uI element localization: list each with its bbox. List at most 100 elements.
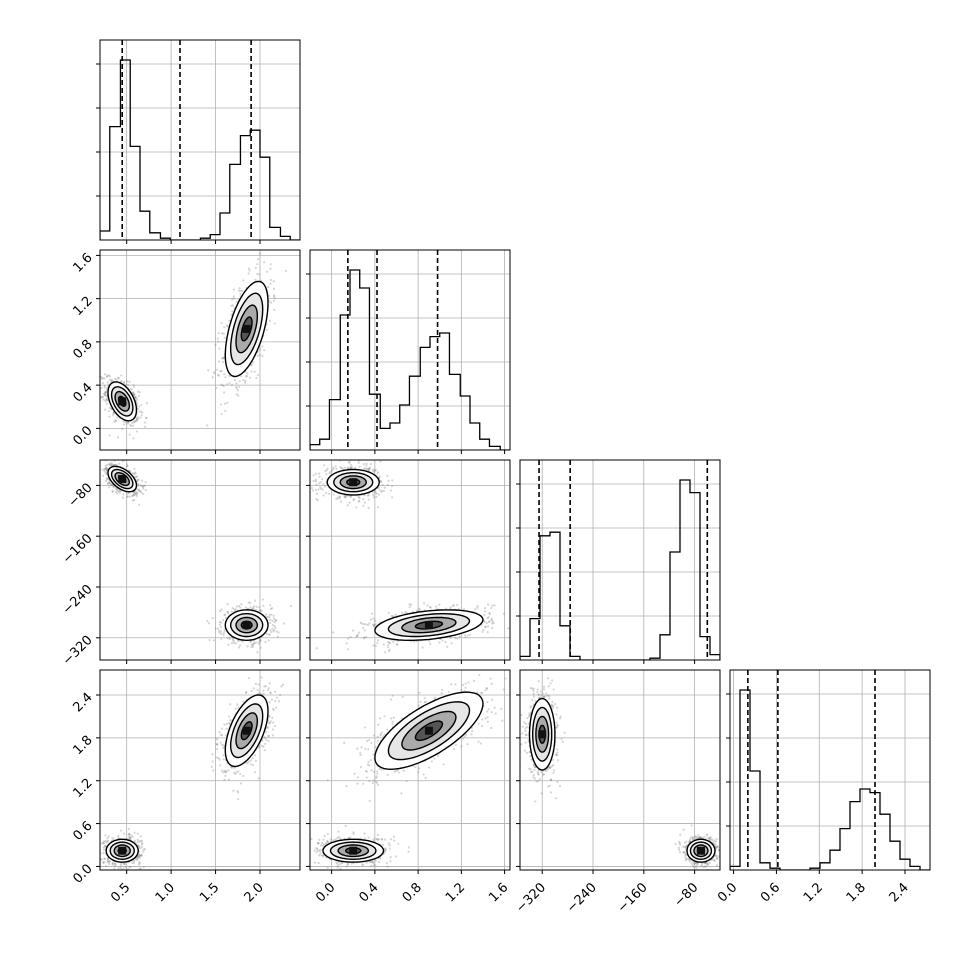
sample-point	[369, 463, 372, 466]
sample-point	[349, 463, 352, 466]
sample-point	[239, 289, 242, 292]
sample-point	[357, 500, 360, 503]
sample-point	[115, 487, 118, 491]
sample-point	[274, 619, 278, 622]
sample-point	[134, 396, 137, 399]
sample-point	[126, 422, 129, 425]
sample-point	[371, 612, 374, 615]
sample-point	[381, 483, 384, 487]
sample-point	[236, 389, 239, 392]
sample-point	[134, 395, 137, 399]
sample-point	[269, 604, 272, 607]
sample-point	[138, 854, 141, 857]
sample-point	[249, 641, 252, 644]
sample-point	[102, 861, 105, 864]
sample-point	[106, 837, 109, 840]
sample-point	[350, 466, 353, 470]
panel-frame	[99, 249, 301, 451]
sample-point	[487, 603, 490, 606]
sample-point	[257, 257, 260, 261]
sample-point	[488, 620, 491, 623]
sample-point	[126, 380, 129, 383]
sample-point	[126, 383, 130, 386]
panel-frame	[99, 459, 301, 661]
sample-point	[262, 604, 265, 607]
sample-point	[486, 630, 489, 634]
sample-point	[355, 506, 358, 509]
sample-point	[97, 848, 99, 850]
sample-point	[138, 854, 141, 857]
sample-point	[362, 623, 366, 626]
sample-point	[227, 612, 230, 615]
sample-point	[131, 421, 134, 424]
sample-point	[137, 478, 140, 481]
sample-point	[220, 321, 223, 325]
scatter-0-3	[97, 676, 285, 870]
sample-point	[483, 620, 486, 624]
sample-point	[137, 416, 140, 419]
sample-point	[226, 637, 229, 640]
sample-point	[120, 374, 123, 377]
sample-point	[374, 619, 377, 622]
sample-point	[268, 633, 271, 637]
sample-point	[133, 831, 136, 834]
sample-point	[346, 466, 350, 469]
sample-point	[381, 489, 384, 492]
sample-point	[234, 642, 238, 645]
sample-point	[129, 866, 132, 869]
sample-point	[135, 419, 138, 422]
sample-point	[136, 390, 140, 393]
sample-point	[374, 491, 377, 494]
sample-point	[392, 640, 395, 643]
sample-point	[132, 861, 136, 864]
sample-point	[144, 481, 147, 484]
sample-point	[268, 613, 271, 617]
sample-point	[113, 420, 116, 423]
sample-point	[336, 496, 340, 499]
sample-point	[220, 608, 223, 611]
sample-point	[476, 605, 479, 608]
sample-point	[118, 462, 121, 465]
sample-point	[273, 297, 276, 300]
sample-point	[492, 622, 495, 625]
sample-point	[104, 393, 107, 397]
sample-point	[136, 478, 140, 482]
sample-point	[364, 623, 367, 626]
sample-point	[258, 353, 261, 356]
sample-point	[273, 294, 276, 297]
sample-point	[483, 606, 487, 610]
sample-point	[481, 630, 484, 633]
sample-point	[136, 840, 140, 843]
sample-point	[273, 308, 276, 311]
density-peak	[349, 478, 358, 487]
sample-point	[367, 498, 370, 501]
sample-point	[394, 613, 397, 616]
sample-point	[321, 488, 324, 491]
sample-point	[253, 605, 256, 608]
sample-point	[119, 490, 122, 494]
sample-point	[338, 495, 342, 499]
sample-point	[266, 616, 269, 619]
sample-point	[257, 641, 260, 644]
sample-point	[228, 382, 231, 385]
sample-point	[104, 834, 107, 837]
sample-point	[104, 480, 108, 483]
sample-point	[438, 603, 441, 606]
sample-point	[137, 483, 140, 486]
tick-label-y-1-4: 1.6	[70, 250, 95, 275]
sample-point	[241, 289, 244, 293]
tick-label-y-2-0: −320	[60, 633, 96, 669]
sample-point	[251, 645, 255, 648]
sample-point	[265, 613, 268, 616]
sample-point	[241, 640, 244, 643]
sample-point	[136, 408, 140, 411]
sample-point	[110, 380, 113, 383]
sample-point	[134, 396, 137, 399]
sample-point	[392, 615, 395, 618]
sample-point	[231, 637, 235, 641]
sample-point	[103, 845, 106, 848]
sample-point	[254, 599, 257, 602]
sample-point	[372, 624, 376, 627]
sample-point	[102, 395, 105, 398]
sample-point	[223, 326, 226, 329]
